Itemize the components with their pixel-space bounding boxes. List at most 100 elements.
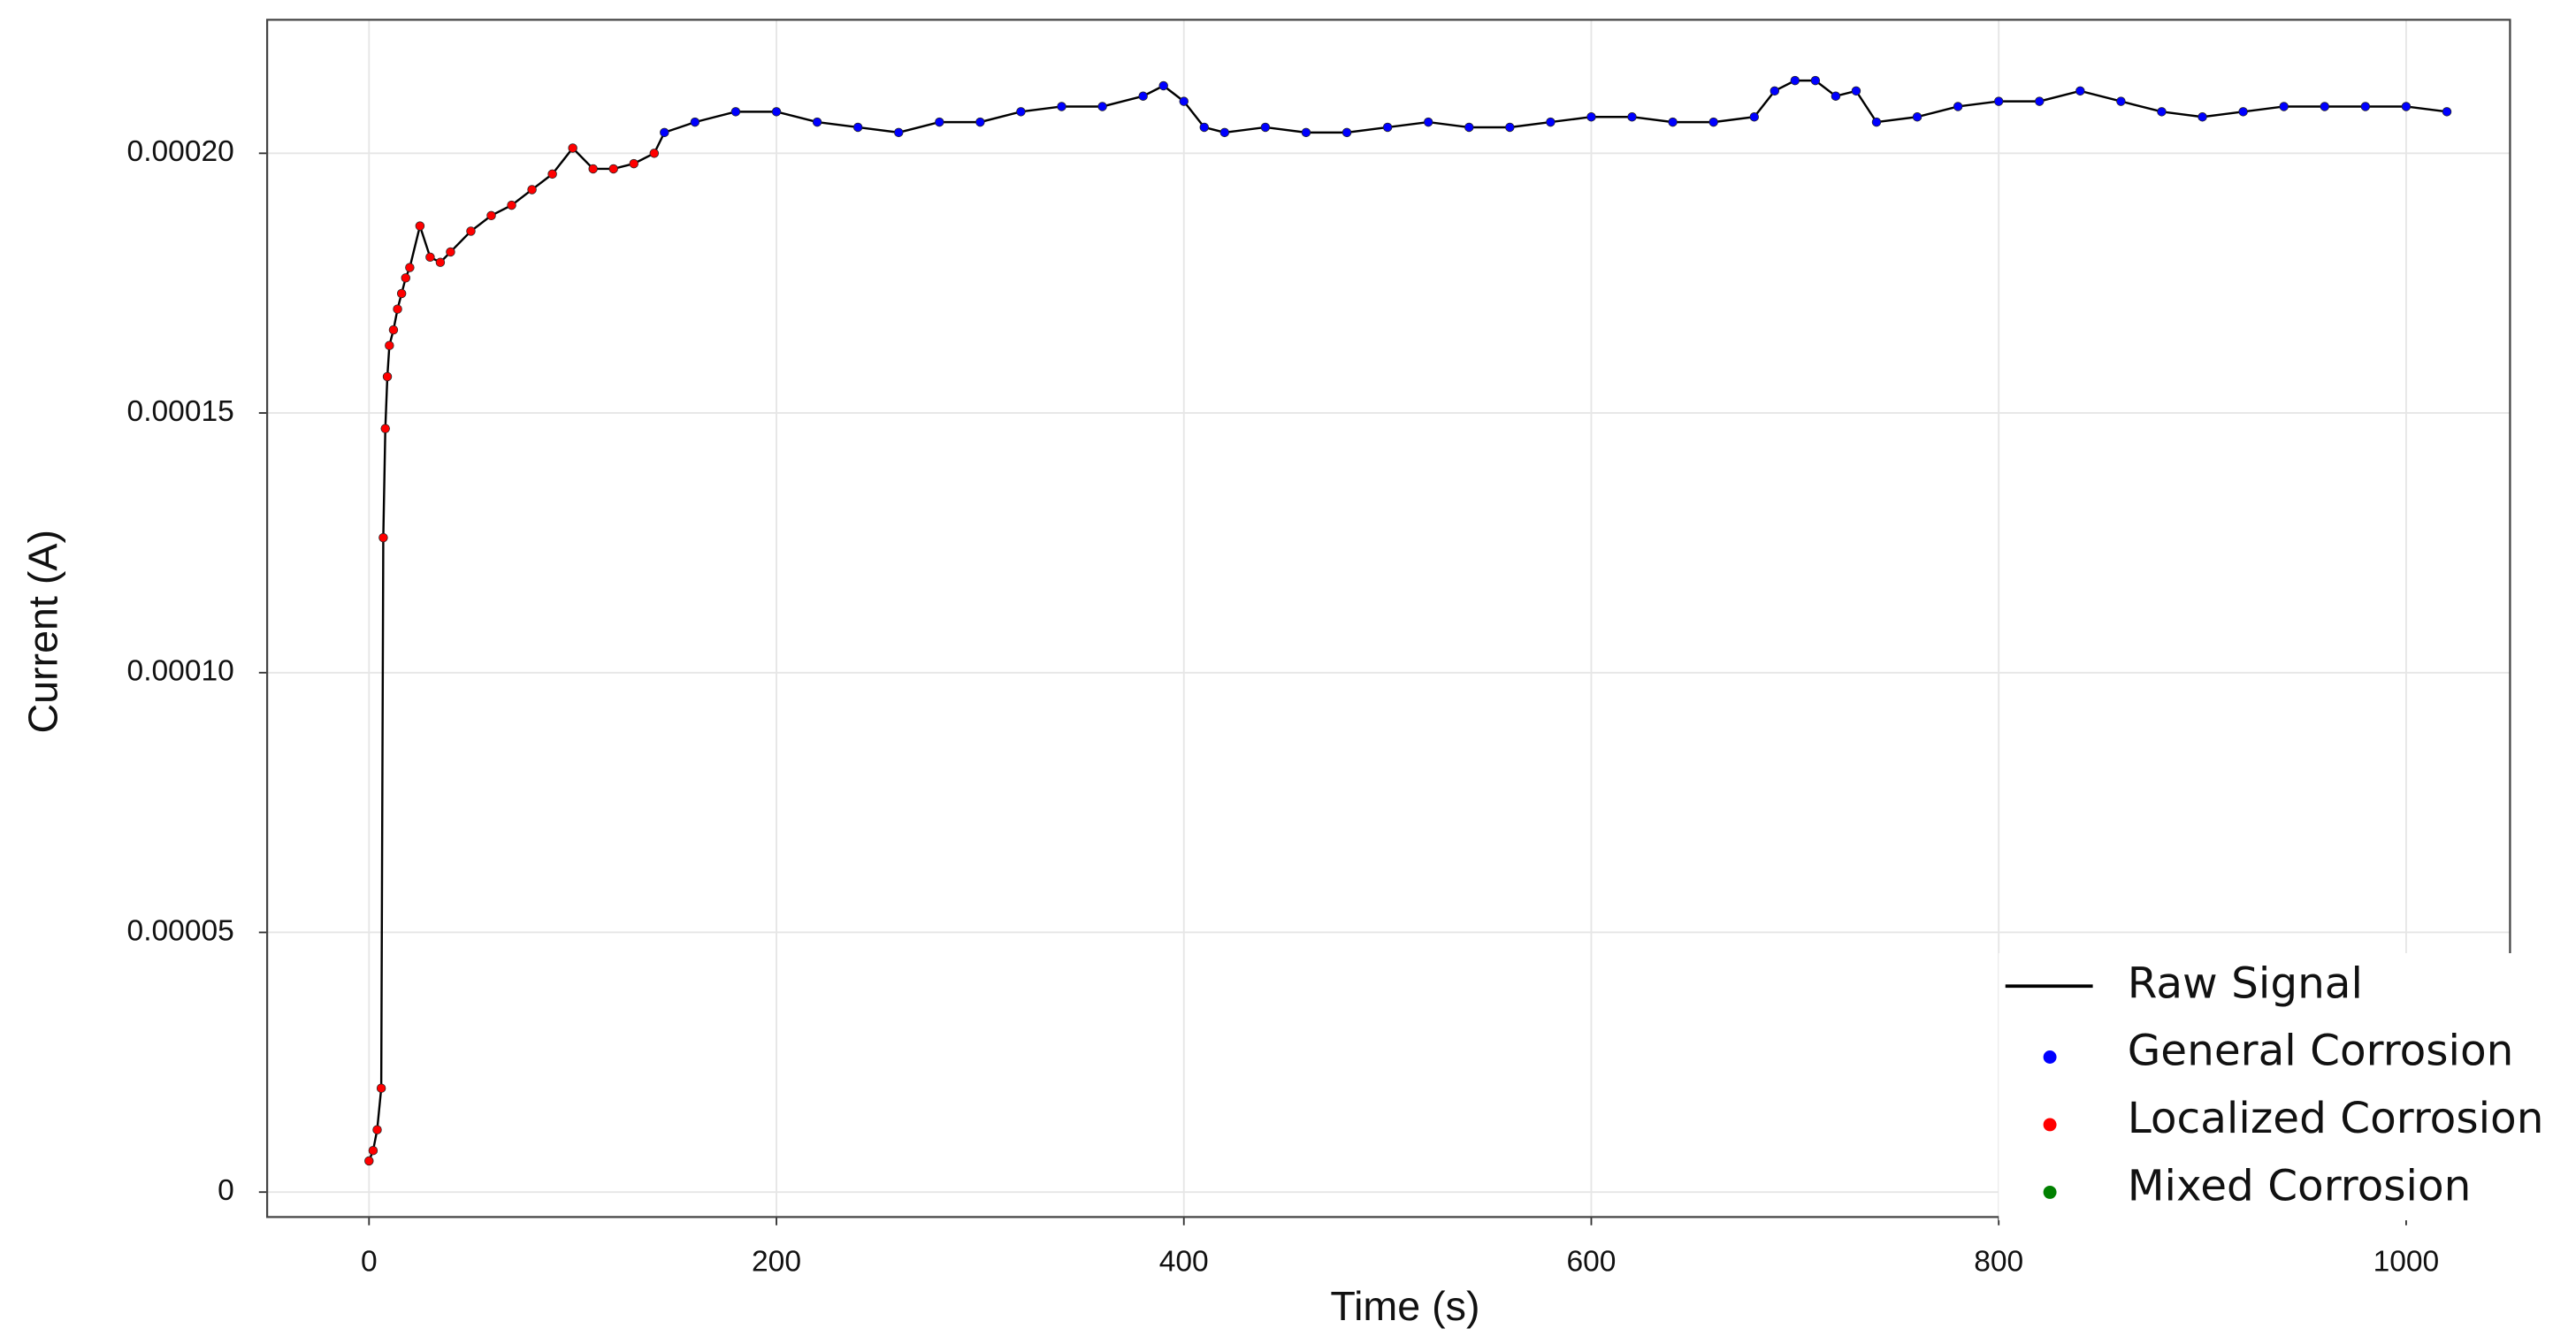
point: [660, 127, 669, 138]
point: [2198, 112, 2207, 122]
y-axis-label: Current (A): [20, 530, 66, 734]
x-tick-label: 200: [752, 1245, 801, 1278]
point: [527, 185, 537, 195]
point: [466, 226, 476, 236]
point: [1260, 122, 1271, 133]
legend-marker: [2043, 1185, 2057, 1199]
x-tick-label: 0: [361, 1245, 378, 1278]
point: [405, 263, 415, 272]
point: [1586, 112, 1596, 122]
point: [1953, 102, 1963, 111]
point: [507, 200, 516, 210]
point: [396, 288, 407, 299]
point: [975, 117, 985, 127]
legend-label: Localized Corrosion: [2128, 1094, 2544, 1143]
point: [376, 1083, 386, 1093]
legend-label: Raw Signal: [2128, 958, 2363, 1008]
point: [2401, 102, 2412, 111]
y-tick-label: 0.00005: [127, 914, 234, 947]
point: [608, 164, 618, 174]
point: [364, 1156, 374, 1166]
point: [435, 257, 446, 267]
point: [1382, 122, 1393, 133]
x-tick-label: 600: [1566, 1245, 1616, 1278]
point: [1912, 112, 1922, 122]
point: [380, 424, 390, 433]
point: [1301, 127, 1311, 138]
legend-marker: [2043, 1050, 2057, 1064]
y-tick-label: 0.00020: [127, 135, 234, 168]
point: [1546, 117, 1556, 127]
point: [1016, 107, 1026, 117]
point: [2075, 86, 2085, 96]
point: [401, 273, 410, 283]
point: [2157, 107, 2167, 117]
y-tick-label: 0: [218, 1174, 234, 1207]
point: [1423, 117, 1433, 127]
point: [771, 107, 782, 117]
point: [1810, 75, 1821, 86]
point: [393, 304, 402, 314]
point: [1464, 122, 1474, 133]
x-axis-label: Time (s): [1330, 1283, 1479, 1329]
point: [1790, 75, 1800, 86]
point: [1179, 96, 1189, 106]
legend-box: [1999, 952, 2560, 1221]
point: [690, 117, 700, 127]
point: [1627, 112, 1637, 122]
legend-label: Mixed Corrosion: [2128, 1162, 2472, 1211]
point: [935, 117, 944, 127]
point: [1342, 127, 1352, 138]
point: [446, 247, 455, 257]
point: [1831, 91, 1841, 101]
point: [1138, 91, 1148, 101]
point: [2442, 107, 2452, 117]
point: [388, 325, 399, 335]
point: [547, 169, 557, 179]
point: [649, 149, 660, 158]
point: [1749, 112, 1759, 122]
point: [1219, 127, 1230, 138]
point: [1097, 102, 1107, 111]
point: [486, 210, 496, 221]
point: [2279, 102, 2289, 111]
point: [1057, 102, 1066, 111]
x-tick-label: 800: [1974, 1245, 2023, 1278]
legend-label: General Corrosion: [2128, 1027, 2514, 1076]
point: [368, 1145, 378, 1156]
y-tick-label: 0.00010: [127, 655, 234, 688]
y-tick-label: 0.00015: [127, 395, 234, 428]
point: [812, 117, 822, 127]
point: [1199, 122, 1210, 133]
point: [1851, 86, 1861, 96]
point: [2238, 107, 2248, 117]
legend-marker: [2043, 1118, 2057, 1132]
point: [382, 371, 393, 382]
point: [372, 1125, 382, 1134]
x-tick-label: 400: [1159, 1245, 1209, 1278]
point: [1505, 122, 1515, 133]
x-tick-label: 1000: [2373, 1245, 2440, 1278]
point: [1668, 117, 1678, 127]
point: [1871, 117, 1882, 127]
point: [1993, 96, 2004, 106]
point: [415, 221, 425, 231]
point: [1158, 80, 1168, 91]
point: [425, 252, 435, 263]
point: [2035, 96, 2045, 106]
point: [568, 143, 577, 153]
point: [2116, 96, 2126, 106]
point: [1770, 86, 1780, 96]
point: [2320, 102, 2329, 111]
point: [894, 127, 904, 138]
plot-frame: [265, 19, 2511, 1218]
point: [588, 164, 598, 174]
point: [2360, 102, 2371, 111]
point: [730, 107, 741, 117]
point: [629, 158, 638, 169]
point: [852, 122, 863, 133]
point: [1708, 117, 1718, 127]
point: [378, 532, 388, 543]
